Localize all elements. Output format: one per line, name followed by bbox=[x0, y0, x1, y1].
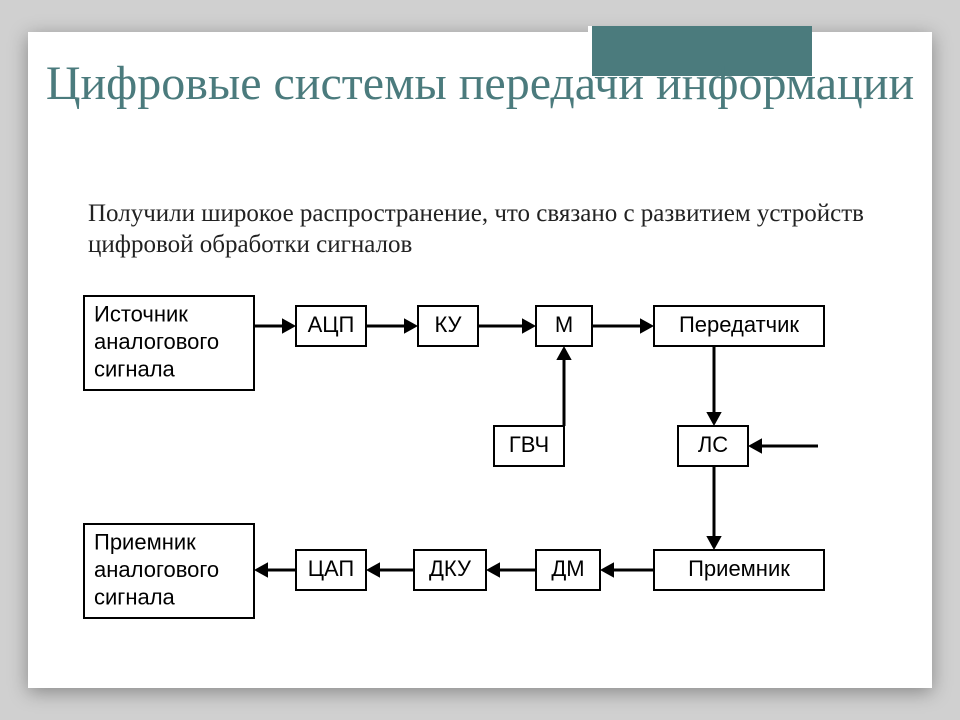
svg-text:сигнала: сигнала bbox=[94, 356, 176, 381]
svg-text:аналогового: аналогового bbox=[94, 329, 219, 354]
svg-text:аналогового: аналогового bbox=[94, 557, 219, 582]
diagram-svg: ИсточниканалоговогосигналаАЦПКУМПередатч… bbox=[78, 282, 882, 662]
node-m: М bbox=[536, 306, 592, 346]
svg-text:АЦП: АЦП bbox=[308, 312, 355, 337]
node-dm: ДМ bbox=[536, 550, 600, 590]
svg-text:КУ: КУ bbox=[434, 312, 462, 337]
svg-text:ГВЧ: ГВЧ bbox=[509, 432, 549, 457]
node-sink: Приемник аналоговогосигнала bbox=[84, 524, 254, 618]
svg-text:Приемник: Приемник bbox=[94, 529, 196, 554]
svg-text:ДКУ: ДКУ bbox=[429, 556, 472, 581]
node-ku: КУ bbox=[418, 306, 478, 346]
slide-card: Цифровые системы передачи информации Пол… bbox=[28, 32, 932, 688]
node-adc: АЦП bbox=[296, 306, 366, 346]
svg-text:Передатчик: Передатчик bbox=[679, 312, 799, 337]
svg-text:М: М bbox=[555, 312, 573, 337]
flowchart-diagram: ИсточниканалоговогосигналаАЦПКУМПередатч… bbox=[78, 282, 882, 662]
svg-text:Источник: Источник bbox=[94, 301, 188, 326]
svg-text:ЛС: ЛС bbox=[698, 432, 728, 457]
node-tx: Передатчик bbox=[654, 306, 824, 346]
slide-background: Цифровые системы передачи информации Пол… bbox=[0, 0, 960, 720]
node-dku: ДКУ bbox=[414, 550, 486, 590]
node-rx: Приемник bbox=[654, 550, 824, 590]
svg-text:Приемник: Приемник bbox=[688, 556, 790, 581]
node-gvch: ГВЧ bbox=[494, 426, 564, 466]
node-dac: ЦАП bbox=[296, 550, 366, 590]
slide-subtitle: Получили широкое распространение, что св… bbox=[88, 198, 872, 261]
node-ls: ЛС bbox=[678, 426, 748, 466]
slide-title: Цифровые системы передачи информации bbox=[28, 58, 932, 110]
svg-text:ДМ: ДМ bbox=[551, 556, 584, 581]
svg-text:ЦАП: ЦАП bbox=[308, 556, 355, 581]
node-src: Источник аналоговогосигнала bbox=[84, 296, 254, 390]
svg-text:сигнала: сигнала bbox=[94, 584, 176, 609]
